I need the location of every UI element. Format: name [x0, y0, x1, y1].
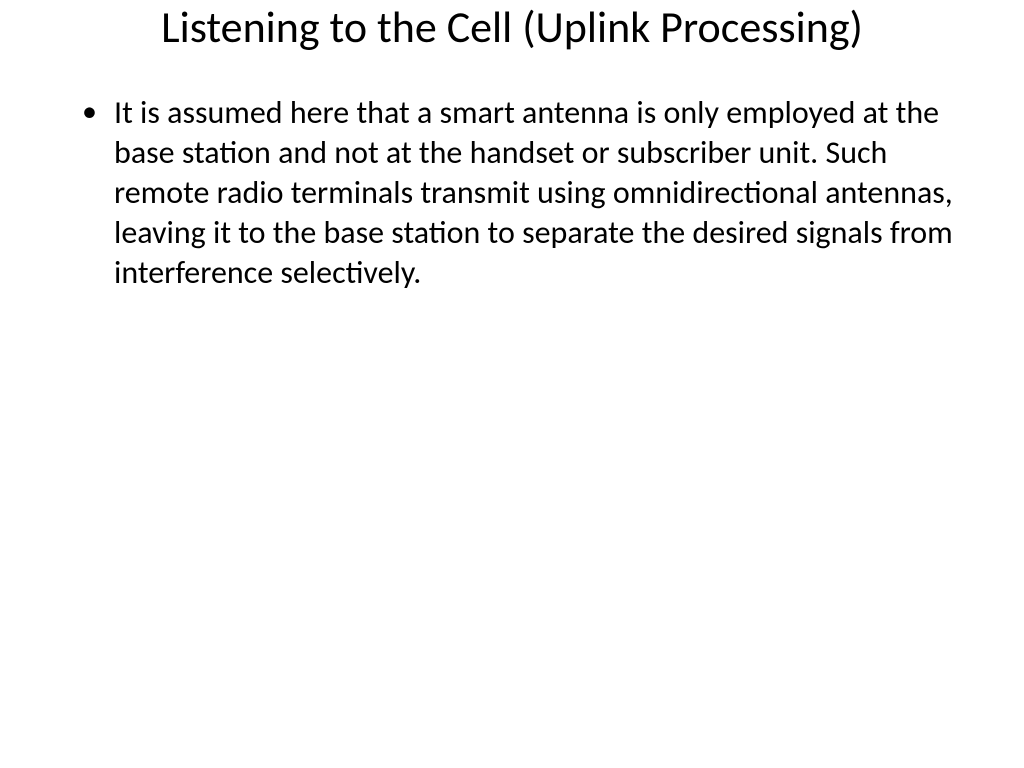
slide-content: It is assumed here that a smart antenna … [60, 93, 964, 293]
slide: Listening to the Cell (Uplink Processing… [0, 0, 1024, 768]
bullet-list: It is assumed here that a smart antenna … [80, 93, 954, 293]
bullet-item: It is assumed here that a smart antenna … [80, 93, 954, 293]
slide-title: Listening to the Cell (Uplink Processing… [60, 0, 964, 93]
